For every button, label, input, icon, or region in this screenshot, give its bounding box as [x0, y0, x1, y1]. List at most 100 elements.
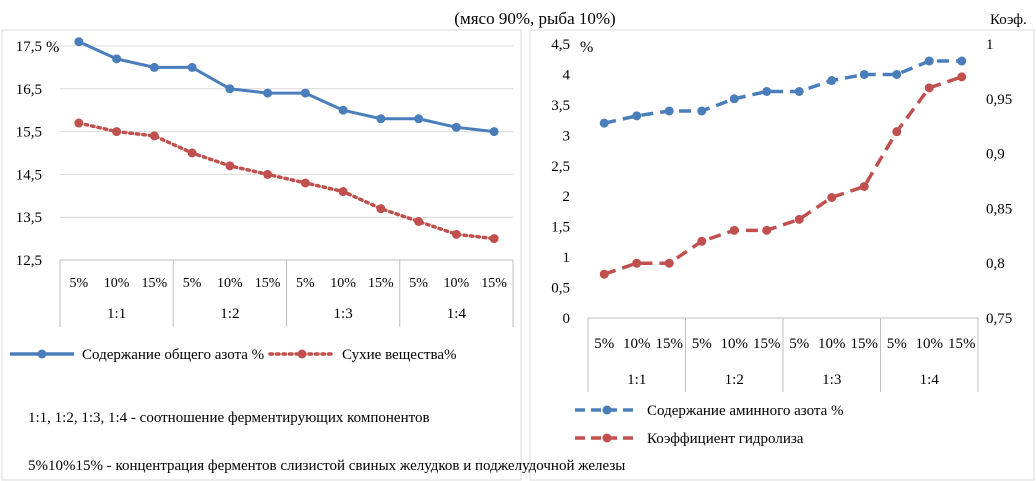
x-tick-label: 5% — [692, 336, 712, 352]
data-point — [187, 62, 197, 72]
x-tick-label: 10% — [818, 336, 846, 352]
data-point — [859, 69, 869, 79]
data-point — [112, 127, 122, 137]
y-tick-label: 1,5 — [551, 220, 570, 236]
data-point — [729, 225, 739, 235]
x-group-label: 1:2 — [725, 372, 744, 388]
data-point — [225, 84, 235, 94]
x-tick-label: 5% — [409, 276, 428, 291]
data-point — [697, 236, 707, 246]
data-point — [957, 56, 967, 66]
y-tick-label: 3,5 — [551, 98, 570, 114]
x-tick-label: 15% — [851, 336, 879, 352]
ratio-note: 1:1, 1:2, 1:3, 1:4 - соотношение фермент… — [28, 410, 430, 426]
legend-marker — [602, 433, 612, 443]
y-tick-label: 0 — [563, 311, 571, 327]
data-point — [664, 106, 674, 116]
y2-tick-label: 1 — [986, 37, 994, 53]
y-tick-label: 12,5 — [16, 253, 42, 269]
data-point — [451, 122, 461, 132]
right-x-axis: 5% 10% 15% 5% 10% 15% 5% 10% 15% 5% 10% 15%1:1 1:2 1:… — [587, 317, 979, 392]
left-y-unit: % — [46, 39, 59, 56]
data-point — [892, 127, 902, 137]
data-point — [300, 178, 310, 188]
data-point — [149, 62, 159, 72]
data-point — [74, 118, 84, 128]
x-tick-label: 10% — [330, 276, 356, 291]
data-point — [414, 114, 424, 124]
x-tick-label: 15% — [481, 276, 507, 291]
data-point — [263, 88, 273, 98]
y-tick-label: 3 — [563, 128, 571, 144]
x-group-label: 1:2 — [220, 306, 239, 322]
data-point — [827, 192, 837, 202]
right-y-ticks: 0 0,5 1 1,5 2 2,5 3 3,5 4 4,5 — [551, 37, 570, 327]
data-point — [794, 214, 804, 224]
right-y2-ticks: 0,75 0,8 0,85 0,9 0,95 1 — [986, 37, 1012, 327]
x-group-label: 1:1 — [107, 306, 126, 322]
data-point — [632, 258, 642, 268]
left-gridlines — [60, 45, 513, 261]
data-point — [762, 86, 772, 96]
y-tick-label: 16,5 — [16, 82, 42, 98]
x-tick-label: 10% — [721, 336, 749, 352]
data-point — [112, 54, 122, 64]
data-point — [338, 105, 348, 115]
left-y-ticks: 12,5 13,5 14,5 15,5 16,5 17,5 — [16, 39, 42, 269]
right-chart-frame — [529, 29, 1035, 481]
right-series — [599, 56, 967, 279]
x-tick-label: 15% — [142, 276, 168, 291]
data-point — [489, 127, 499, 137]
data-point — [300, 88, 310, 98]
x-tick-label: 10% — [104, 276, 130, 291]
x-tick-label: 10% — [916, 336, 944, 352]
right-y2-unit: Коэф. — [990, 12, 1027, 28]
y-tick-label: 15,5 — [16, 125, 42, 141]
data-point — [149, 131, 159, 141]
left-legend: Содержание общего азота % Сухие вещества% — [10, 347, 457, 363]
x-tick-label: 5% — [70, 276, 89, 291]
x-group-label: 1:3 — [822, 372, 841, 388]
x-tick-label: 15% — [948, 336, 976, 352]
series-line — [603, 75, 963, 276]
x-tick-label: 5% — [183, 276, 202, 291]
data-point — [225, 161, 235, 171]
y-tick-label: 2,5 — [551, 159, 570, 175]
data-point — [599, 118, 609, 128]
data-point — [924, 83, 934, 93]
left-x-axis: 5% 10% 15% 5% 10% 15% 5% 10% 15% 5% 10% 15% 1:1 1:2 1:… — [59, 259, 514, 327]
x-group-label: 1:4 — [920, 372, 940, 388]
data-point — [74, 37, 84, 47]
concentration-note: 5%10%15% - концентрация ферментов слизис… — [28, 458, 626, 474]
data-point — [263, 169, 273, 179]
right-legend: Содержание аминного азота % Коэффициент г… — [575, 403, 844, 447]
y-tick-label: 13,5 — [16, 210, 42, 226]
y-tick-label: 14,5 — [16, 167, 42, 183]
data-point — [376, 114, 386, 124]
y2-tick-label: 0,85 — [986, 201, 1012, 217]
y-tick-label: 0,5 — [551, 281, 570, 297]
data-point — [376, 204, 386, 214]
legend-label: Содержание общего азота % — [82, 347, 264, 363]
x-tick-label: 15% — [656, 336, 684, 352]
right-chart: % Коэф. 0 0,5 1 1,5 2 2,5 3 3,5 4 4,5 0,75 0,8 0,85… — [529, 12, 1035, 481]
legend-label: Сухие вещества% — [342, 347, 457, 363]
data-point — [924, 56, 934, 66]
legend-marker — [37, 349, 47, 359]
data-point — [599, 269, 609, 279]
data-point — [338, 187, 348, 197]
y-tick-label: 17,5 — [16, 39, 42, 55]
y2-tick-label: 0,75 — [986, 311, 1012, 327]
data-point — [489, 234, 499, 244]
x-tick-label: 5% — [887, 336, 907, 352]
data-point — [957, 72, 967, 82]
series-line — [603, 59, 962, 125]
data-point — [827, 76, 837, 86]
left-series — [74, 37, 499, 244]
legend-marker — [602, 405, 612, 415]
legend-label: Коэффициент гидролиза — [647, 431, 804, 447]
y2-tick-label: 0,9 — [986, 147, 1005, 163]
data-point — [451, 229, 461, 239]
data-point — [859, 181, 869, 191]
x-tick-label: 5% — [296, 276, 315, 291]
